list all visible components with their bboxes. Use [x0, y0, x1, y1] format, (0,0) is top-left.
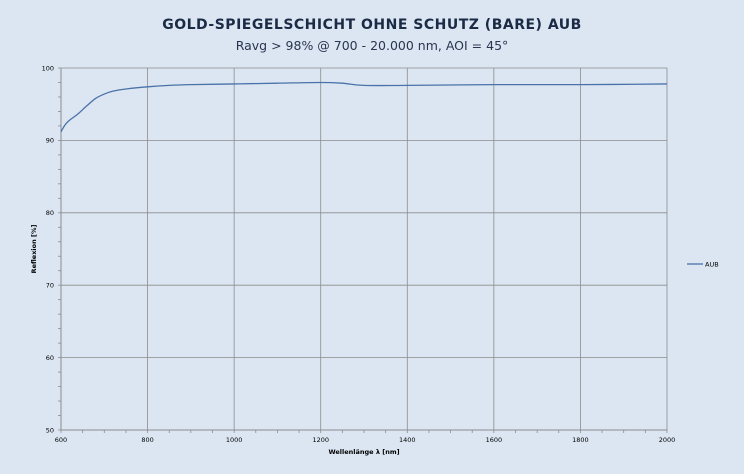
x-tick-label: 800 — [141, 436, 153, 444]
legend-label: AUB — [705, 260, 719, 268]
y-axis-label: Reflexion [%] — [30, 225, 38, 274]
y-tick-label: 100 — [42, 64, 54, 72]
x-tick-label: 1200 — [312, 436, 329, 444]
y-tick-label: 70 — [46, 282, 54, 290]
y-tick-label: 60 — [46, 354, 54, 362]
x-axis-label: Wellenlänge λ [nm] — [328, 448, 399, 456]
x-tick-label: 1800 — [572, 436, 589, 444]
chart-title: GOLD-SPIEGELSCHICHT OHNE SCHUTZ (BARE) A… — [162, 17, 582, 33]
plot-area — [61, 68, 667, 430]
series-line-aub — [60, 81, 668, 133]
x-tick-label: 1000 — [226, 436, 243, 444]
x-tick-label: 1400 — [399, 436, 416, 444]
x-tick-label: 1600 — [486, 436, 503, 444]
y-tick-label: 50 — [46, 426, 54, 434]
y-tick-label: 80 — [46, 209, 54, 217]
x-tick-label: 2000 — [659, 436, 676, 444]
y-tick-label: 90 — [46, 137, 54, 145]
chart-subtitle: Ravg > 98% @ 700 - 20.000 nm, AOI = 45° — [235, 38, 509, 53]
x-tick-label: 600 — [55, 436, 67, 444]
